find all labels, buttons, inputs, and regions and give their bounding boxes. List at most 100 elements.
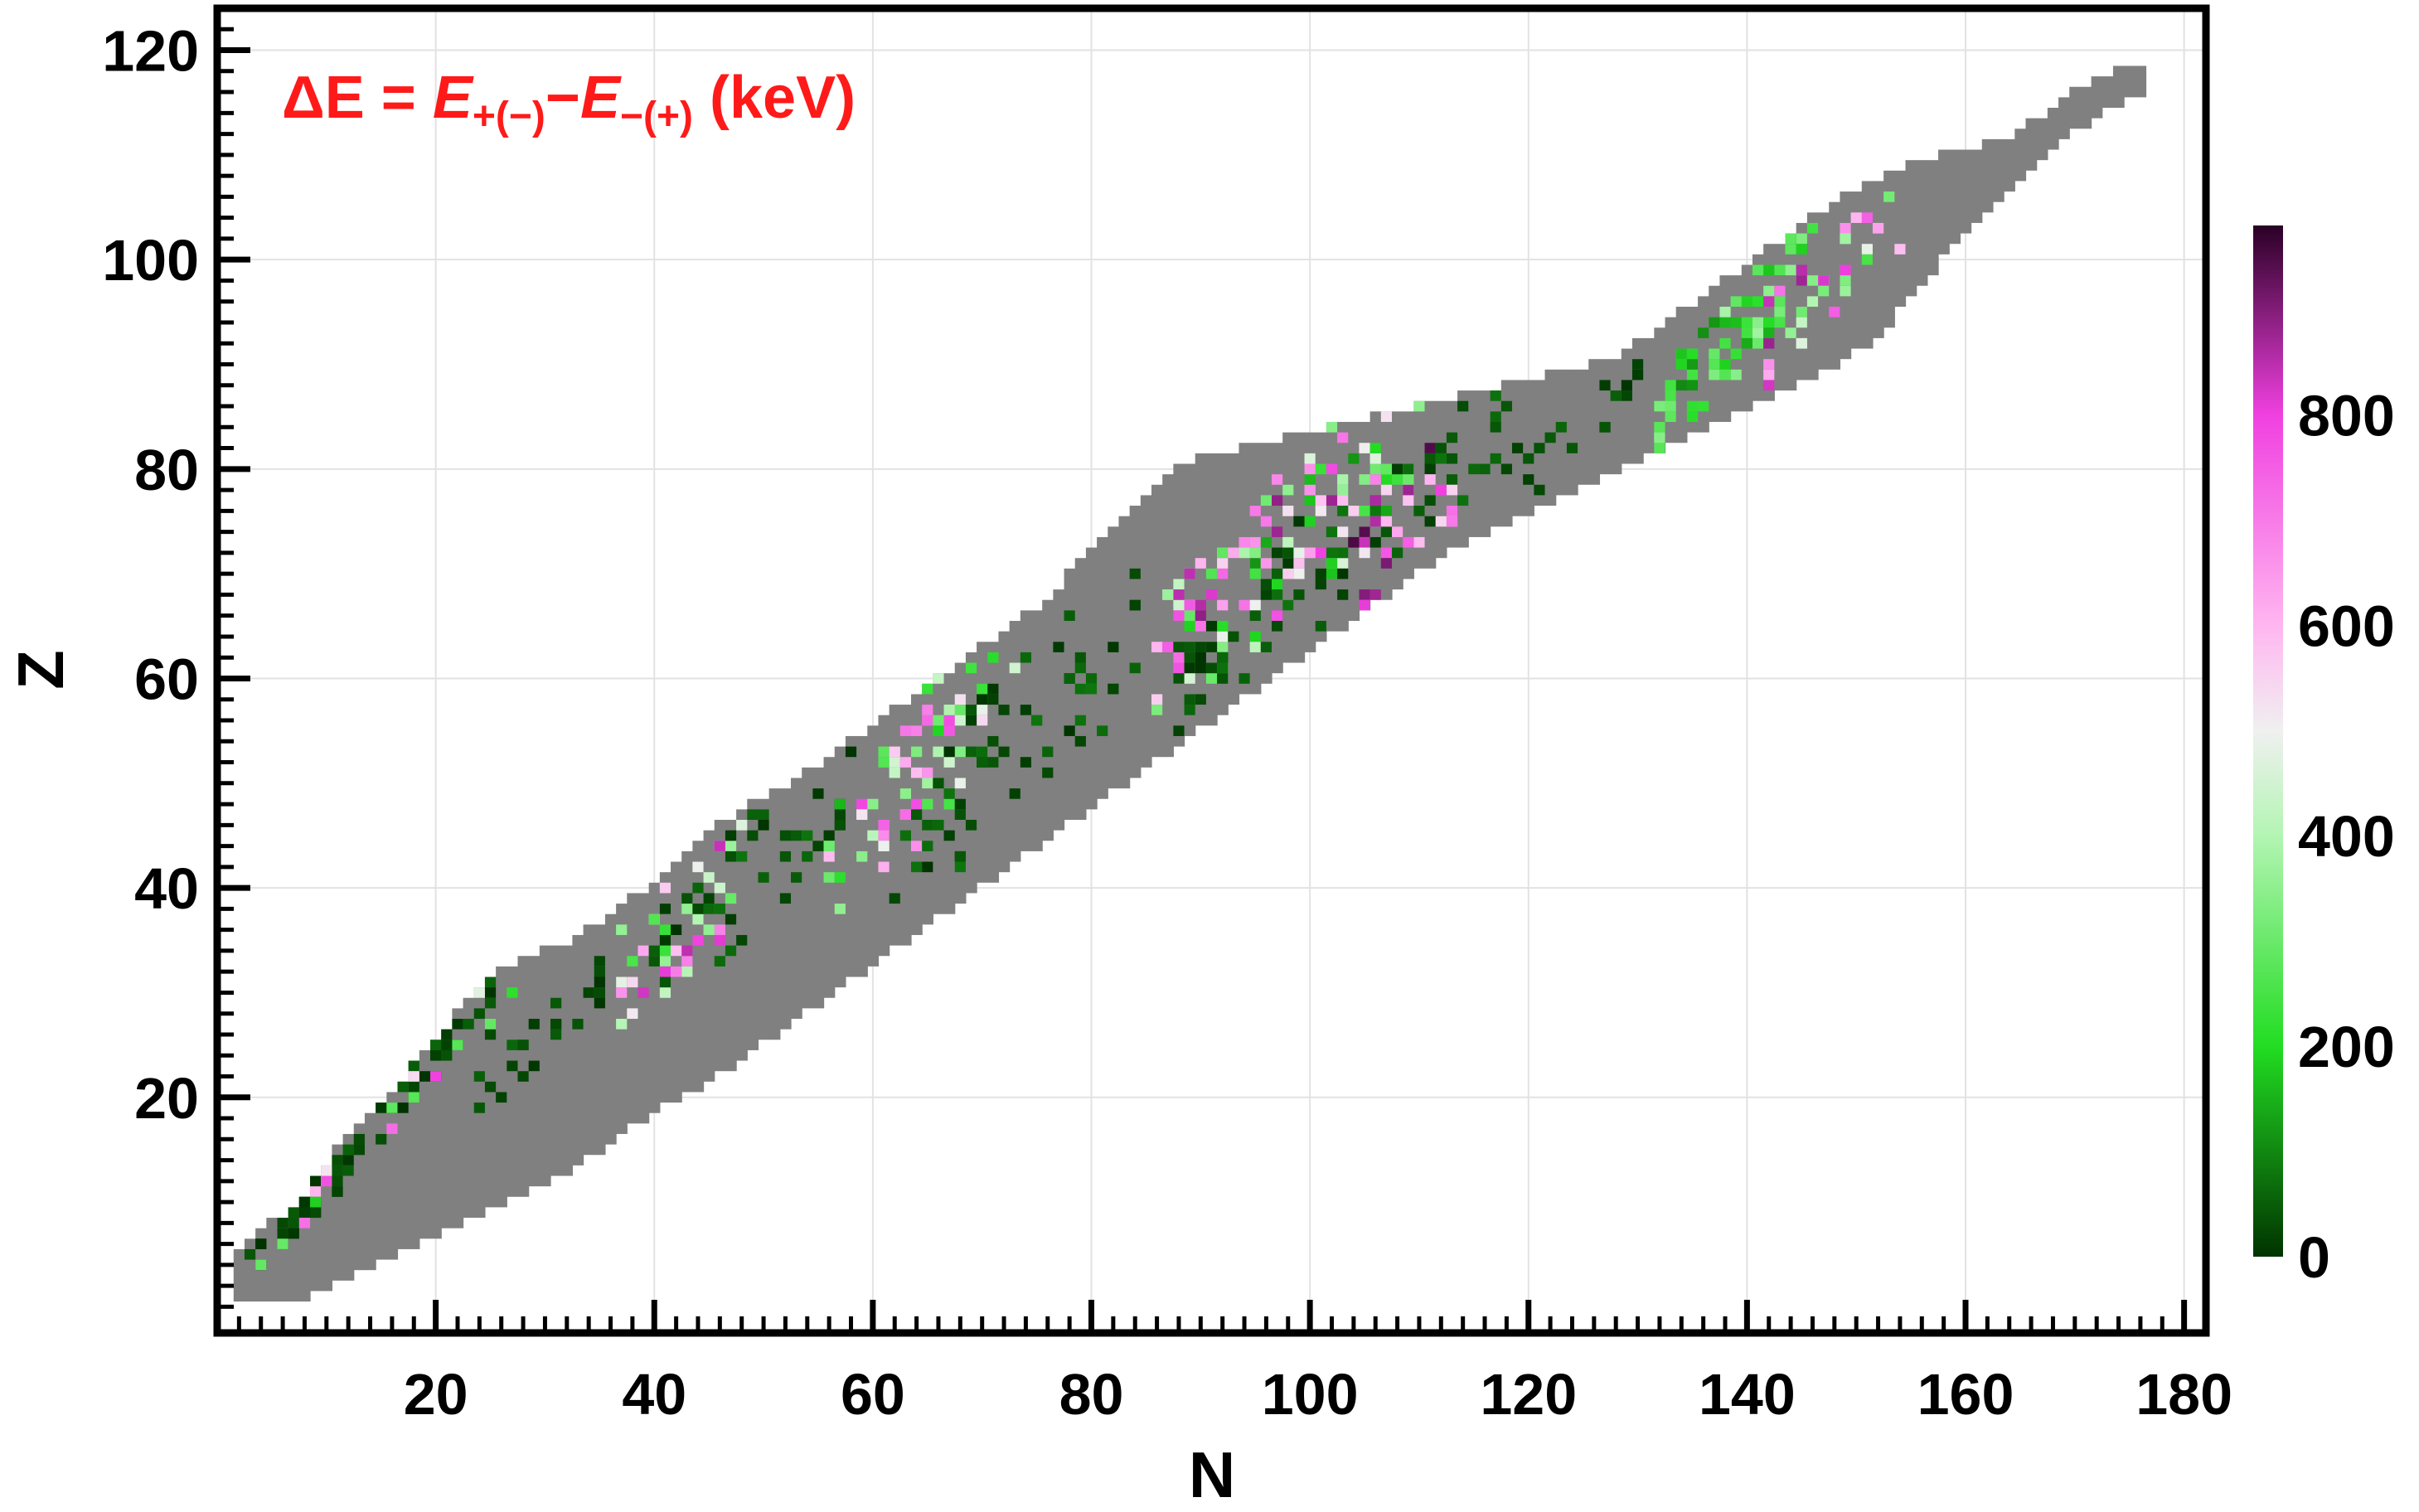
data-cell [288, 1228, 299, 1239]
region-column [419, 1049, 431, 1239]
data-cell [332, 1186, 343, 1197]
data-cell [627, 1008, 638, 1020]
data-cell [1074, 683, 1086, 695]
region-column [1097, 536, 1108, 799]
data-cell [1763, 327, 1775, 338]
data-cell [1020, 652, 1032, 663]
region-column [353, 1123, 366, 1271]
data-cell [671, 966, 682, 977]
data-cell [1752, 317, 1764, 328]
data-cell [834, 809, 846, 821]
data-cell [1380, 484, 1392, 496]
data-cell [834, 820, 846, 831]
data-cell [1195, 652, 1206, 663]
data-cell [692, 934, 704, 946]
x-tick-label: 100 [1262, 1362, 1359, 1427]
data-cell [1369, 516, 1381, 527]
data-cell [714, 934, 725, 946]
data-cell [889, 893, 900, 904]
data-cell [594, 987, 605, 998]
region-column [604, 914, 617, 1145]
region-column [1981, 138, 1994, 213]
data-cell [1337, 432, 1349, 443]
data-cell [1359, 526, 1370, 537]
data-cell [1239, 599, 1250, 611]
data-cell [1413, 400, 1425, 412]
data-cell [583, 987, 594, 998]
data-cell [1829, 307, 1840, 317]
data-cell [441, 1049, 453, 1061]
data-cell [277, 1218, 288, 1228]
data-cell [977, 715, 988, 726]
region-column [933, 673, 945, 914]
data-cell [1446, 516, 1458, 527]
data-cell [998, 746, 1010, 758]
data-cell [1304, 463, 1316, 475]
x-axis-title: N [1189, 1438, 1235, 1508]
region-column [1610, 359, 1622, 475]
data-cell [1249, 558, 1261, 569]
data-cell [1369, 536, 1381, 548]
data-cell [1195, 610, 1206, 621]
data-cell [1249, 642, 1261, 652]
data-cell [1074, 715, 1086, 726]
data-cell [1173, 725, 1185, 736]
annotation-term2: E [580, 65, 622, 131]
data-cell [659, 976, 671, 988]
y-tick-label: 20 [134, 1066, 199, 1131]
data-cell [1403, 463, 1414, 475]
data-cell [1074, 652, 1086, 663]
data-cell [1861, 254, 1873, 265]
data-cell [1774, 285, 1786, 297]
data-cell [1195, 694, 1206, 705]
data-cell [1304, 516, 1316, 527]
data-cell [441, 1029, 453, 1040]
data-cell [1894, 244, 1906, 254]
data-cell [681, 945, 693, 957]
region-column [834, 746, 846, 988]
data-cell [1665, 411, 1676, 422]
data-cell [911, 809, 923, 821]
data-cell [1686, 359, 1699, 370]
data-cell [1348, 453, 1360, 464]
data-cell [1205, 673, 1218, 684]
data-cell [1719, 369, 1731, 380]
data-cell [922, 861, 933, 873]
data-cell [1424, 463, 1436, 475]
data-cell [1435, 516, 1447, 527]
data-cell [1709, 359, 1720, 370]
region-column [2014, 128, 2027, 182]
data-cell [1228, 631, 1239, 642]
data-cell [1173, 610, 1185, 621]
data-cell [1380, 411, 1392, 422]
data-cell [397, 1081, 409, 1093]
data-cell [386, 1102, 398, 1113]
region-column [791, 778, 802, 1020]
region-column [1905, 160, 1917, 297]
data-cell [1359, 589, 1370, 600]
data-cell [1315, 463, 1326, 475]
data-cell [1085, 683, 1098, 695]
data-cell [1686, 400, 1699, 412]
colorbar-tick-label: 200 [2298, 1015, 2395, 1079]
data-cell [1719, 307, 1731, 317]
data-cell [310, 1186, 322, 1197]
annotation-minus: − [545, 65, 580, 131]
data-cell [1796, 233, 1807, 245]
plot-frame [213, 4, 2210, 1337]
data-cell [507, 1060, 518, 1072]
data-cell [1271, 589, 1283, 600]
data-cell [1359, 536, 1370, 548]
data-cell [681, 956, 693, 967]
data-cell [802, 830, 813, 841]
data-cell [725, 830, 737, 841]
data-cell [1282, 536, 1294, 548]
data-cell [1457, 400, 1469, 412]
data-cell [288, 1218, 299, 1228]
data-cell [965, 820, 977, 831]
data-cell [616, 976, 628, 988]
data-cell [288, 1207, 299, 1219]
data-cell [1709, 348, 1720, 360]
data-cell [1184, 620, 1195, 632]
data-cell [878, 746, 890, 758]
